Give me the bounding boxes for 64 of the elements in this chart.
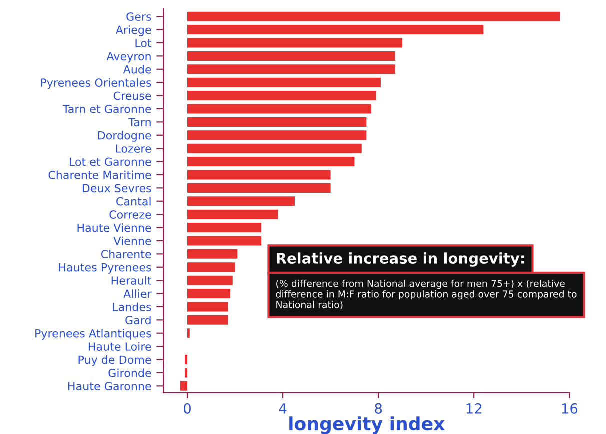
- y-tick-label: Cantal: [116, 197, 151, 206]
- bar: [188, 315, 228, 325]
- x-tick-label: 12: [466, 403, 482, 414]
- bar: [188, 144, 362, 154]
- y-tick-label: Charente: [101, 250, 152, 259]
- bar: [185, 355, 188, 365]
- y-tick-label: Ariege: [116, 26, 152, 36]
- y-tick-label: Pyrenees Orientales: [41, 78, 152, 90]
- bar: [188, 91, 376, 101]
- bar: [188, 51, 396, 61]
- bar: [188, 157, 355, 167]
- bar: [185, 368, 188, 378]
- bar: [188, 170, 331, 180]
- bar: [188, 302, 228, 312]
- bar: [188, 78, 381, 88]
- bar: [188, 262, 236, 272]
- y-tick-label: Tarn et Garonne: [62, 104, 152, 114]
- bar: [188, 223, 262, 233]
- y-tick-label: Lot: [136, 39, 152, 48]
- y-tick-label: Allier: [124, 290, 152, 298]
- y-tick-label: Haute Vienne: [78, 224, 152, 232]
- bar: [188, 249, 238, 259]
- bar: [188, 289, 230, 299]
- y-tick-label: Creuse: [114, 92, 152, 100]
- bar: [188, 117, 367, 127]
- y-tick-label: Deux Sevres: [82, 184, 152, 193]
- y-tick-label: Haute Loire: [88, 342, 152, 351]
- y-tick-label: Charente Maritime: [48, 170, 152, 180]
- x-axis-title: longevity index: [290, 416, 445, 434]
- bar: [188, 210, 278, 220]
- bar: [188, 38, 402, 48]
- bar: [188, 12, 560, 22]
- bar: [188, 183, 331, 193]
- y-tick-label: Haute Garonne: [68, 382, 152, 391]
- x-tick-label: 16: [562, 403, 578, 414]
- x-tick-label: 0: [184, 403, 191, 414]
- y-tick-label: Dordogne: [98, 131, 152, 142]
- y-tick-label: Aude: [123, 65, 152, 74]
- y-tick-label: Gers: [126, 12, 152, 21]
- bar: [188, 104, 372, 114]
- y-tick-label: Aveyron: [106, 52, 151, 63]
- bar: [188, 276, 233, 286]
- annotation: (% difference from National average for men 75+) x (relative difference in M:F ratio for population aged over 75 compared to National ratio): [276, 280, 577, 310]
- y-tick-label: Lot et Garonne: [70, 158, 152, 166]
- bar: [188, 64, 396, 74]
- y-tick-label: Pyrenees Atlantiques: [36, 329, 152, 340]
- bar: [188, 25, 484, 35]
- y-tick-label: Landes: [113, 302, 152, 312]
- y-tick-label: Puy de Dome: [78, 356, 152, 366]
- y-tick-label: Vienne: [114, 236, 152, 246]
- bar: [180, 381, 188, 391]
- y-tick-label: Tarn: [128, 118, 151, 127]
- y-tick-label: Correze: [110, 210, 152, 219]
- x-tick-label: 8: [375, 403, 382, 414]
- y-tick-label: Hautes Pyrenees: [59, 264, 152, 274]
- y-tick-label: Gironde: [108, 368, 152, 378]
- x-tick-label: 4: [279, 404, 287, 414]
- y-tick-label: Lozere: [116, 144, 152, 153]
- y-tick-label: Herault: [112, 276, 152, 285]
- bar: [188, 130, 367, 140]
- bar: [188, 236, 262, 246]
- y-tick-label: Gard: [126, 316, 151, 325]
- annotation: Relative increase in longevity:: [277, 252, 524, 267]
- bar: [188, 196, 295, 206]
